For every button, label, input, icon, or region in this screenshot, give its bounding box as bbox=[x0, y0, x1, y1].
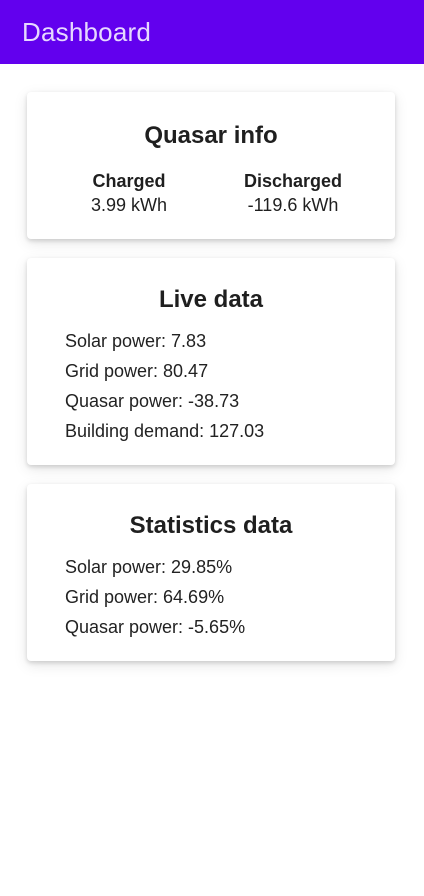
discharged-stat: Discharged -119.6 kWh bbox=[218, 170, 368, 218]
charged-stat: Charged 3.99 kWh bbox=[54, 170, 204, 218]
live-data-title: Live data bbox=[158, 286, 264, 313]
discharged-label: Discharged bbox=[243, 171, 343, 191]
live-data-card: Live data Solar power: 7.83 Grid power: … bbox=[27, 258, 395, 465]
quasar-stats-row: Charged 3.99 kWh Discharged -119.6 kWh bbox=[27, 170, 395, 218]
statistics-data-list: Solar power: 29.85% Grid power: 64.69% Q… bbox=[27, 552, 395, 642]
live-grid-power: Grid power: 80.47 bbox=[65, 361, 209, 381]
app-bar-title: Dashboard bbox=[22, 16, 151, 47]
live-solar-power: Solar power: 7.83 bbox=[65, 331, 207, 351]
stats-solar-power: Solar power: 29.85% bbox=[65, 557, 233, 577]
app-bar: Dashboard bbox=[0, 0, 424, 64]
discharged-value: -119.6 kWh bbox=[247, 195, 339, 215]
stats-quasar-power: Quasar power: -5.65% bbox=[65, 617, 246, 637]
quasar-info-card: Quasar info Charged 3.99 kWh Discharged … bbox=[27, 92, 395, 239]
charged-value: 3.99 kWh bbox=[90, 195, 168, 215]
stats-grid-power: Grid power: 64.69% bbox=[65, 587, 225, 607]
live-data-list: Solar power: 7.83 Grid power: 80.47 Quas… bbox=[27, 326, 395, 446]
charged-label: Charged bbox=[92, 171, 166, 191]
statistics-data-card: Statistics data Solar power: 29.85% Grid… bbox=[27, 484, 395, 661]
live-building-demand: Building demand: 127.03 bbox=[65, 421, 265, 441]
quasar-info-title: Quasar info bbox=[144, 122, 278, 149]
live-quasar-power: Quasar power: -38.73 bbox=[65, 391, 240, 411]
statistics-data-title: Statistics data bbox=[129, 512, 293, 539]
